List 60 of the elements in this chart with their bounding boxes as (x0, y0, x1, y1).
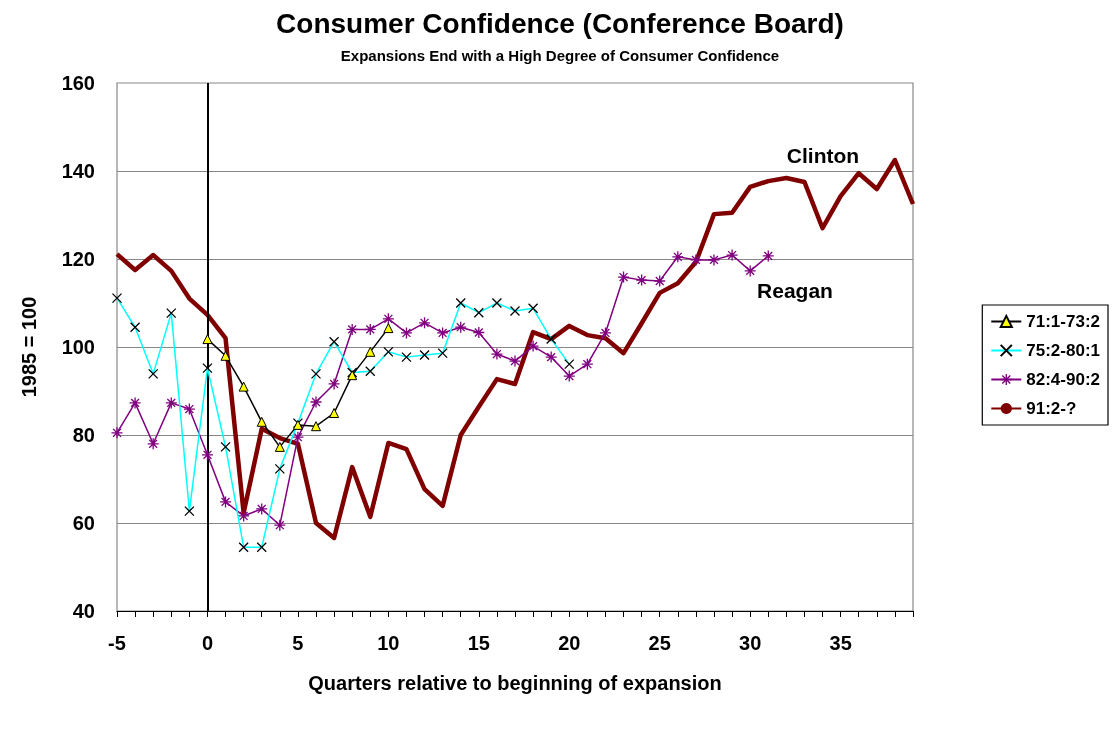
point (220, 350, 231, 361)
point (311, 421, 321, 432)
x-tick-label: 10 (377, 632, 400, 654)
y-tick-label: 100 (61, 336, 95, 358)
legend-label: 91:2-? (1026, 399, 1077, 418)
y-tick-label: 60 (72, 512, 95, 534)
point (400, 327, 412, 339)
point (292, 431, 304, 443)
point (365, 346, 376, 357)
point (690, 254, 702, 266)
y-axis-title: 1985 = 100 (18, 296, 40, 398)
x-tick-label: 15 (467, 632, 490, 654)
y-tick-label: 80 (72, 424, 95, 446)
point (437, 327, 449, 339)
point (256, 503, 268, 515)
x-tick-label: 25 (648, 632, 671, 654)
point (111, 427, 123, 439)
point (165, 397, 177, 409)
point (238, 381, 249, 392)
legend-label: 71:1-73:2 (1026, 312, 1101, 331)
y-tick-label: 140 (61, 160, 95, 182)
point (383, 323, 394, 334)
x-axis-title: Quarters relative to beginning of expansion (308, 672, 722, 694)
point (618, 271, 630, 283)
point (274, 441, 285, 452)
point (220, 496, 232, 508)
point (527, 340, 539, 352)
legend-label: 75:2-80:1 (1026, 341, 1101, 360)
point (382, 313, 394, 325)
x-tick-label: 35 (829, 632, 852, 654)
chart-title: Consumer Confidence (Conference Board) (276, 7, 844, 39)
x-tick-label: 0 (201, 632, 214, 654)
point (329, 408, 340, 418)
legend-label: 82:4-90:2 (1026, 370, 1101, 389)
point (202, 334, 213, 345)
point (762, 250, 774, 262)
y-tick-label: 160 (61, 72, 95, 94)
point (256, 416, 267, 427)
annotation: Clinton (786, 143, 860, 167)
chart-subtitle: Expansions End with a High Degree of Consumer Confidence (340, 47, 780, 64)
point (310, 396, 322, 408)
point (636, 274, 648, 286)
point (129, 397, 141, 409)
point (654, 275, 666, 287)
x-tick-label: 5 (292, 632, 304, 654)
x-tick-label: 20 (558, 632, 581, 654)
point (708, 254, 720, 266)
point (491, 348, 503, 360)
point (726, 249, 738, 261)
y-tick-label: 40 (72, 600, 95, 622)
annotation: Reagan (757, 278, 833, 302)
point (238, 510, 250, 522)
x-tick-label: -5 (108, 632, 126, 654)
point (563, 370, 575, 382)
point (183, 403, 195, 415)
point (328, 378, 340, 390)
x-tick-label: 30 (739, 632, 762, 654)
y-tick-label: 120 (61, 248, 95, 270)
point (509, 355, 521, 367)
point (599, 327, 611, 339)
